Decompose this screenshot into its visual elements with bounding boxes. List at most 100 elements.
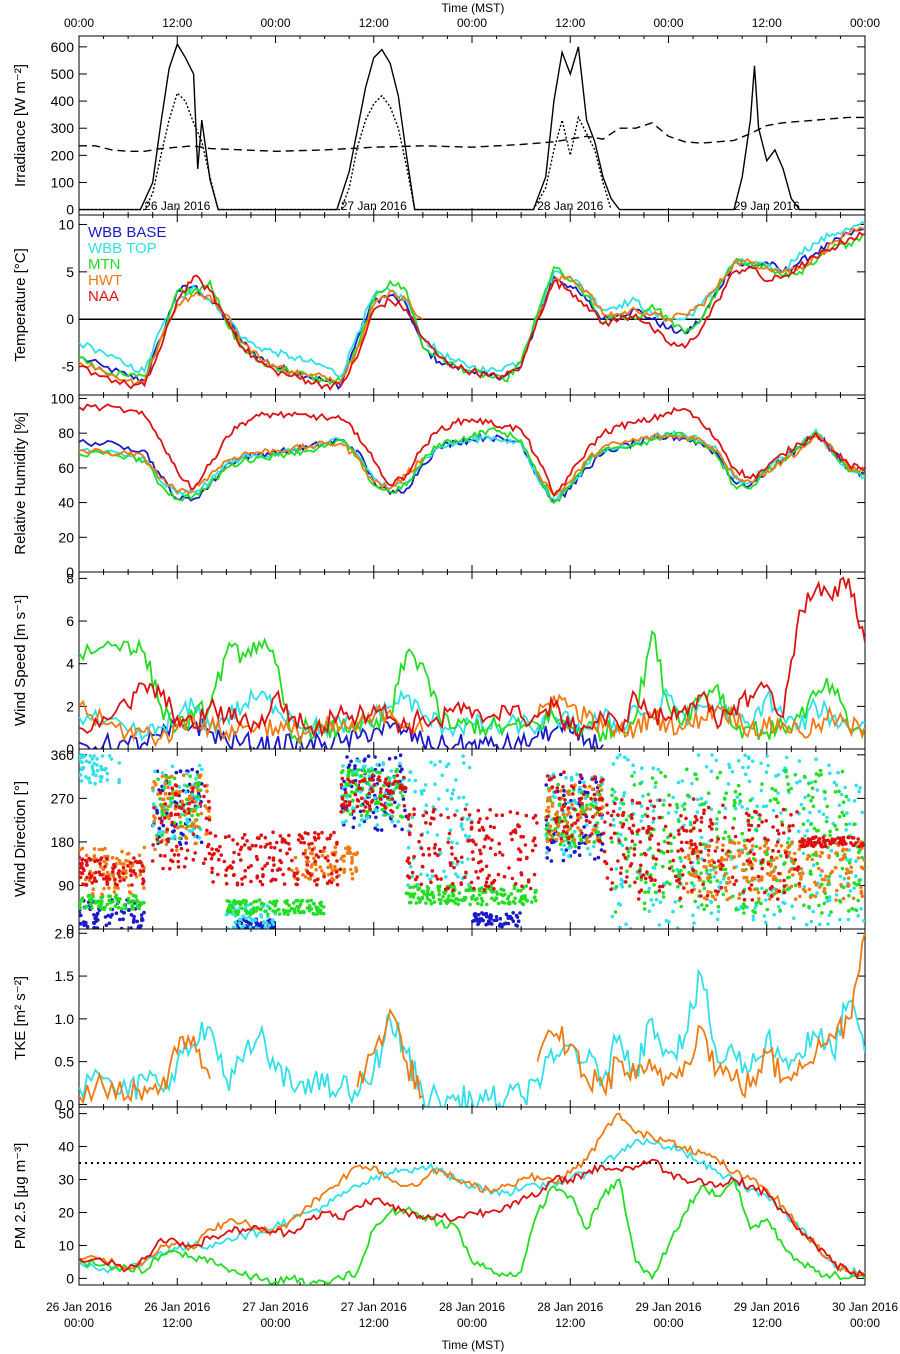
direction-point — [521, 835, 526, 839]
direction-point — [266, 912, 270, 917]
direction-point — [378, 797, 383, 801]
direction-point — [692, 921, 696, 925]
line-series-mtn — [79, 426, 865, 504]
direction-point — [335, 859, 339, 863]
direction-point — [406, 883, 410, 887]
direction-point — [699, 894, 703, 898]
direction-point — [835, 888, 839, 893]
direction-point — [212, 851, 216, 856]
direction-point — [709, 890, 713, 895]
direction-point — [79, 757, 81, 762]
direction-point — [267, 923, 272, 928]
direction-point — [625, 875, 629, 879]
direction-point — [514, 923, 518, 927]
direction-point — [320, 853, 325, 858]
y-tick-label: 600 — [51, 39, 75, 55]
direction-point — [663, 824, 668, 829]
direction-point — [814, 757, 818, 761]
direction-point — [211, 880, 215, 884]
direction-point — [619, 832, 623, 837]
direction-point — [803, 795, 807, 800]
direction-point — [312, 912, 317, 916]
direction-point — [715, 840, 719, 844]
direction-point — [172, 853, 177, 857]
direction-point — [847, 909, 851, 913]
direction-point — [573, 821, 578, 825]
direction-point — [122, 903, 127, 907]
direction-point — [464, 888, 469, 892]
direction-point — [477, 919, 481, 923]
direction-point — [237, 921, 242, 926]
direction-point — [255, 836, 260, 840]
direction-point — [643, 876, 648, 881]
direction-point — [80, 857, 85, 861]
direction-point — [502, 874, 507, 879]
direction-point — [332, 830, 336, 835]
direction-point — [548, 824, 553, 829]
direction-point — [764, 770, 769, 774]
direction-point — [309, 898, 314, 903]
y-tick-label: 30 — [58, 1172, 74, 1188]
direction-point — [639, 819, 643, 823]
direction-point — [398, 814, 403, 819]
direction-point — [362, 809, 366, 813]
line-series-wbb-base — [79, 228, 865, 390]
direction-point — [235, 842, 240, 846]
direction-point — [847, 883, 851, 887]
direction-point — [263, 864, 267, 868]
direction-point — [649, 826, 654, 831]
direction-point — [710, 827, 714, 831]
direction-point — [456, 859, 460, 864]
direction-point — [245, 839, 249, 843]
direction-point — [398, 753, 403, 757]
direction-point — [689, 860, 693, 865]
direction-point — [84, 853, 89, 858]
direction-point — [562, 793, 566, 798]
direction-point — [481, 828, 486, 832]
direction-point — [610, 793, 614, 798]
direction-point — [98, 779, 103, 783]
direction-point — [467, 765, 472, 770]
direction-point — [91, 892, 95, 896]
direction-point — [205, 828, 209, 833]
direction-point — [368, 807, 372, 811]
direction-point — [565, 820, 570, 825]
y-tick-label: 40 — [58, 495, 74, 511]
direction-point — [817, 809, 822, 814]
direction-point — [351, 780, 356, 785]
direction-point — [85, 875, 89, 880]
direction-point — [165, 827, 169, 832]
direction-point — [186, 807, 191, 811]
direction-point — [151, 802, 156, 806]
direction-point — [278, 858, 282, 863]
direction-point — [594, 801, 598, 805]
direction-point — [366, 781, 370, 786]
direction-point — [593, 775, 597, 779]
line-series-mtn — [79, 233, 865, 386]
direction-point — [560, 808, 564, 812]
direction-point — [737, 892, 742, 896]
direction-point — [783, 850, 788, 855]
direction-point — [182, 865, 187, 869]
direction-point — [104, 856, 109, 861]
direction-point — [737, 841, 741, 845]
direction-point — [716, 837, 720, 841]
direction-point — [155, 833, 159, 838]
direction-point — [341, 769, 345, 773]
direction-point — [545, 799, 550, 803]
direction-point — [586, 846, 590, 851]
direction-point — [809, 799, 813, 803]
direction-point — [740, 831, 745, 836]
direction-point — [165, 776, 169, 781]
direction-point — [618, 821, 623, 825]
direction-point — [701, 882, 705, 887]
direction-point — [675, 926, 680, 929]
direction-point — [124, 875, 128, 880]
direction-point — [848, 889, 853, 893]
direction-point — [709, 900, 714, 904]
direction-point — [182, 809, 187, 813]
direction-point — [126, 864, 130, 868]
direction-point — [310, 841, 314, 846]
direction-point — [367, 769, 371, 773]
